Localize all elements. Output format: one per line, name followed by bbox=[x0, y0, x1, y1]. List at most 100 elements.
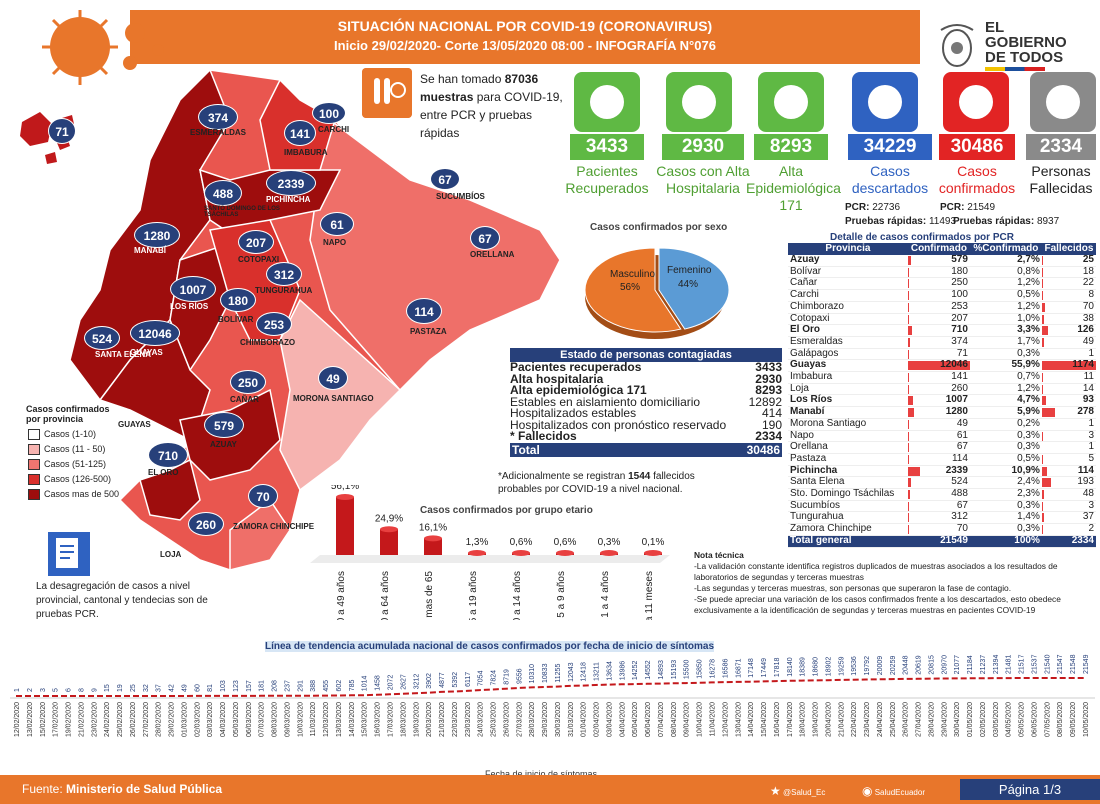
age-bar-top bbox=[468, 550, 486, 556]
age-bar-label: 24,9% bbox=[375, 513, 403, 524]
age-bar-label: 0,1% bbox=[642, 537, 665, 548]
trend-value-label: 19259 bbox=[838, 656, 845, 676]
trend-value-label: 21537 bbox=[1032, 654, 1039, 674]
bubble-11: 312 bbox=[266, 262, 302, 286]
trend-date-label: 21/04/2020 bbox=[838, 702, 845, 737]
deaths-databar bbox=[1041, 478, 1051, 488]
trend-date-label: 02/04/2020 bbox=[594, 702, 601, 737]
age-bar-label: 56,1% bbox=[331, 485, 359, 492]
stat-icon-5 bbox=[1030, 72, 1096, 132]
trend-date-label: 29/04/2020 bbox=[941, 702, 948, 737]
trend-date-label: 18/03/2020 bbox=[400, 702, 407, 737]
pcr-disaggregation-note: La desagregación de casos a nivel provin… bbox=[36, 581, 208, 620]
header-subtitle: Inicio 29/02/2020- Corte 13/05/2020 08:0… bbox=[334, 38, 716, 53]
age-category-label: mas de 65 bbox=[424, 571, 435, 618]
bubble-13: 180 bbox=[220, 288, 256, 312]
trend-value-label: 1458 bbox=[375, 675, 382, 691]
trend-value-label: 1014 bbox=[362, 676, 369, 692]
trend-date-label: 04/04/2020 bbox=[619, 702, 626, 737]
table-row: Sto. Domingo Tsáchilas 488 2,3% 48 bbox=[788, 488, 1096, 501]
trend-value-label: 21549 bbox=[1083, 654, 1090, 674]
pie-slice-masculino bbox=[584, 247, 682, 333]
trend-date-label: 23/02/2020 bbox=[91, 702, 98, 737]
trend-value-label: 18140 bbox=[787, 657, 794, 677]
confirmed-databar bbox=[907, 267, 909, 277]
stat-label-3: Casos descartados bbox=[851, 163, 929, 196]
footer: Fuente: Ministerio de Salud Pública ★ @S… bbox=[0, 775, 1100, 804]
trend-chart-title: Línea de tendencia acumulada nacional de… bbox=[265, 641, 715, 652]
age-category-label: de 1 a 4 años bbox=[600, 571, 611, 620]
province-label-23: ZAMORA CHINCHIPE bbox=[233, 522, 315, 531]
table-row: Santa Elena 524 2,4% 193 bbox=[788, 476, 1096, 490]
province-label-17: CHIMBORAZO bbox=[240, 338, 296, 347]
deaths-databar bbox=[1041, 256, 1043, 265]
status-row: Pacientes recuperados 3433 bbox=[510, 360, 782, 374]
twitter-link[interactable]: ★ @Salud_Ec bbox=[770, 784, 826, 798]
trend-value-label: 5392 bbox=[452, 672, 459, 688]
table-total-row: Total general 21549 100% 2334 bbox=[788, 534, 1096, 548]
trend-value-label: 21184 bbox=[967, 655, 974, 674]
trend-value-label: 21394 bbox=[993, 655, 1000, 675]
trend-value-label: 13634 bbox=[607, 661, 614, 681]
status-table: Estado de personas contagiadas Pacientes… bbox=[510, 348, 782, 457]
page-number: Página 1/3 bbox=[960, 779, 1100, 800]
deaths-databar bbox=[1041, 337, 1045, 347]
age-bar-label: 16,1% bbox=[419, 522, 447, 533]
trend-date-label: 19/02/2020 bbox=[66, 702, 73, 737]
header-title: SITUACIÓN NACIONAL POR COVID-19 (CORONAV… bbox=[337, 18, 713, 34]
facebook-icon: ◉ bbox=[862, 784, 873, 798]
trend-value-label: 11255 bbox=[555, 664, 562, 683]
trend-date-label: 11/04/2020 bbox=[710, 702, 717, 737]
status-table-title: Estado de personas contagiadas bbox=[510, 348, 782, 362]
trend-value-label: 10310 bbox=[529, 664, 536, 684]
trend-date-label: 10/03/2020 bbox=[297, 702, 304, 737]
table-row: Galápagos 71 0,3% 1 bbox=[788, 347, 1096, 361]
bubble-20: 579 bbox=[204, 412, 244, 438]
province-label-6: PICHINCHA bbox=[266, 195, 311, 204]
trend-value-label: 2627 bbox=[400, 674, 407, 690]
confirmados-pcr: PCR: 21549 bbox=[940, 202, 996, 213]
trend-value-label: 602 bbox=[336, 680, 343, 692]
trend-value-label: 18389 bbox=[800, 657, 807, 677]
trend-date-label: 10/04/2020 bbox=[697, 702, 704, 737]
trend-date-label: 15/04/2020 bbox=[761, 702, 768, 737]
deaths-databar bbox=[1041, 279, 1043, 289]
age-bar-label: 0,6% bbox=[554, 537, 577, 548]
confirmed-databar bbox=[907, 361, 970, 371]
trend-value-label: 21481 bbox=[1006, 655, 1013, 675]
trend-value-label: 15850 bbox=[697, 659, 704, 679]
trend-value-label: 12043 bbox=[568, 662, 575, 682]
province-label-13: BOLÍVAR bbox=[218, 315, 254, 324]
status-row: Alta epidemiológica 171 8293 bbox=[510, 383, 782, 397]
trend-date-label: 23/04/2020 bbox=[864, 702, 871, 737]
trend-value-label: 3 bbox=[40, 688, 47, 692]
bubble-15: 524 bbox=[84, 326, 120, 350]
trend-date-label: 02/05/2020 bbox=[980, 702, 987, 737]
trend-date-label: 19/03/2020 bbox=[413, 702, 420, 737]
trend-date-label: 12/02/2020 bbox=[14, 702, 21, 737]
trend-line bbox=[16, 677, 1085, 697]
bubble-10: 207 bbox=[238, 230, 274, 254]
trend-value-label: 18902 bbox=[825, 657, 832, 677]
trend-value-label: 3212 bbox=[413, 674, 420, 690]
province-label-8: NAPO bbox=[323, 238, 347, 247]
deaths-databar bbox=[1041, 408, 1055, 418]
bubble-1: 374 bbox=[198, 104, 238, 130]
trend-date-label: 05/04/2020 bbox=[632, 702, 639, 737]
trend-value-label: 10833 bbox=[542, 663, 549, 683]
table-row: Pichincha 2339 10,9% 114 bbox=[788, 464, 1096, 478]
trend-date-label: 13/04/2020 bbox=[735, 702, 742, 737]
legend-item: Casos (51-125) bbox=[28, 458, 106, 471]
deaths-databar bbox=[1041, 314, 1044, 324]
facebook-link[interactable]: ◉ SaludEcuador bbox=[862, 784, 925, 798]
deaths-databar bbox=[1041, 326, 1048, 336]
confirmed-databar bbox=[907, 490, 911, 500]
trend-date-label: 28/03/2020 bbox=[529, 702, 536, 737]
confirmed-databar bbox=[907, 384, 910, 394]
trend-value-label: 7824 bbox=[491, 670, 498, 686]
status-row: Alta hospitalaria 2930 bbox=[510, 371, 782, 386]
trend-date-label: 14/03/2020 bbox=[349, 702, 356, 737]
confirmed-databar bbox=[907, 302, 910, 312]
trend-date-label: 04/03/2020 bbox=[220, 702, 227, 737]
descartados-rapidas: Pruebas rápidas: 11493 bbox=[845, 216, 957, 227]
